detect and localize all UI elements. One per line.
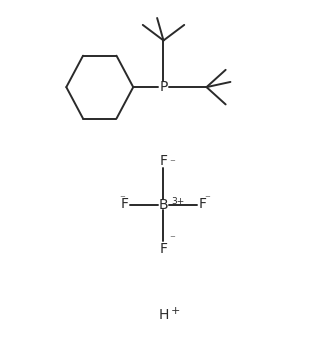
Text: 3+: 3+ xyxy=(171,197,184,206)
Text: B: B xyxy=(159,198,168,212)
Text: H: H xyxy=(158,308,169,322)
Text: P: P xyxy=(159,80,168,94)
Text: ⁻: ⁻ xyxy=(169,158,175,168)
Text: +: + xyxy=(170,306,180,316)
Text: F: F xyxy=(160,242,167,256)
Text: F: F xyxy=(120,197,129,211)
Text: F: F xyxy=(198,197,207,211)
Text: F: F xyxy=(160,154,167,168)
Text: ⁻: ⁻ xyxy=(169,234,175,244)
Text: ⁻: ⁻ xyxy=(204,194,210,204)
Text: ⁻: ⁻ xyxy=(119,194,125,204)
